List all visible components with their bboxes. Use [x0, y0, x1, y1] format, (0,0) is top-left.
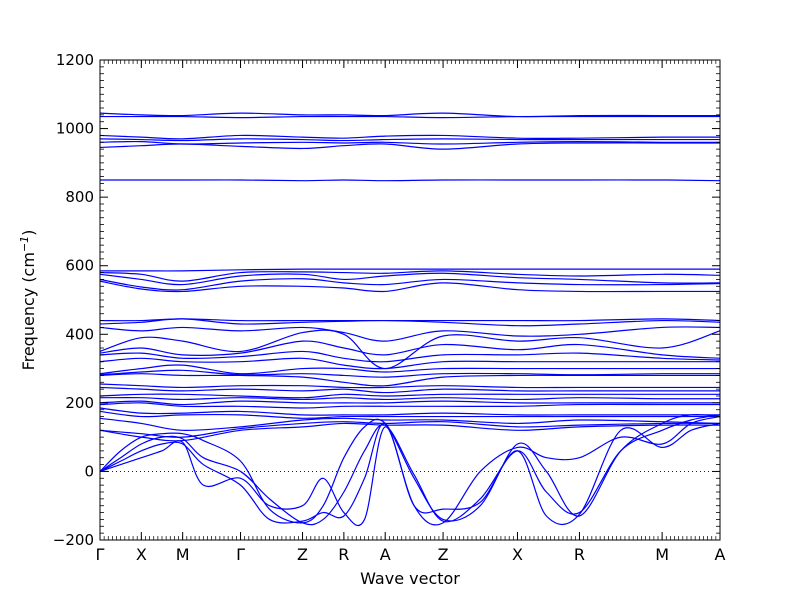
- y-tick-label: 0: [84, 462, 94, 480]
- x-tick-label: M: [176, 545, 190, 564]
- bands-layer: [99, 112, 721, 526]
- band-line-14: [99, 318, 721, 327]
- band-line-35: [99, 414, 721, 526]
- plot-frame: [99, 59, 721, 541]
- band-line-2: [99, 115, 720, 119]
- band-line-12: [99, 280, 720, 293]
- x-tick-label: Γ: [96, 545, 105, 564]
- band-line-1: [99, 112, 720, 118]
- band-line-24: [99, 386, 720, 394]
- band-line-17: [99, 340, 721, 359]
- band-line-6: [99, 142, 720, 150]
- x-tick-label: M: [655, 545, 669, 564]
- band-line-16: [99, 329, 721, 370]
- band-line-28: [99, 402, 720, 409]
- y-axis-label-sup: −1: [18, 236, 31, 252]
- y-tick-label: 800: [65, 188, 94, 206]
- band-line-4: [99, 138, 720, 142]
- band-line-25: [99, 393, 720, 399]
- x-tick-label: R: [574, 545, 585, 564]
- band-line-21: [99, 369, 721, 378]
- band-line-36: [99, 415, 721, 526]
- band-line-30: [99, 410, 721, 419]
- band-line-7: [100, 179, 721, 182]
- band-line-18: [99, 350, 721, 363]
- x-tick-label: Γ: [236, 545, 245, 564]
- x-tick-label: A: [380, 545, 391, 564]
- band-line-11: [99, 278, 721, 291]
- y-tick-label: 200: [65, 394, 94, 412]
- y-axis-label: Frequency (cm−1): [18, 230, 38, 371]
- y-tick-labels: −200 0 200 400 600 800 1000 1200: [53, 51, 94, 549]
- x-tick-label: X: [512, 545, 523, 564]
- band-line-29: [99, 407, 720, 416]
- band-line-23: [99, 383, 720, 389]
- band-line-27: [99, 400, 720, 406]
- band-line-8: [100, 268, 720, 272]
- band-line-26: [99, 396, 721, 401]
- x-tick-label: X: [136, 545, 147, 564]
- x-tick-label: Z: [297, 545, 308, 564]
- band-line-15: [99, 326, 721, 342]
- y-tick-label: 400: [65, 325, 94, 343]
- band-line-9: [99, 270, 721, 282]
- y-tick-label: −200: [53, 531, 94, 549]
- band-line-33: [99, 422, 721, 442]
- band-line-32: [99, 421, 721, 438]
- band-line-31: [99, 417, 721, 431]
- x-axis-label: Wave vector: [360, 569, 460, 588]
- band-line-20: [99, 364, 720, 375]
- y-axis-label-close: ): [19, 230, 38, 236]
- band-line-22: [99, 373, 720, 387]
- band-line-19: [99, 357, 720, 370]
- y-tick-label: 1200: [56, 51, 94, 69]
- ticks-layer: [99, 59, 721, 541]
- y-axis-label-main: Frequency (cm: [19, 252, 38, 370]
- x-tick-label: Z: [438, 545, 449, 564]
- x-tick-label: R: [338, 545, 349, 564]
- y-tick-label: 600: [65, 257, 94, 275]
- y-tick-label: 1000: [56, 120, 94, 138]
- x-tick-label: A: [715, 545, 726, 564]
- band-line-3: [99, 134, 721, 140]
- band-line-34: [99, 413, 721, 524]
- band-line-37: [99, 422, 721, 526]
- band-line-10: [99, 272, 721, 286]
